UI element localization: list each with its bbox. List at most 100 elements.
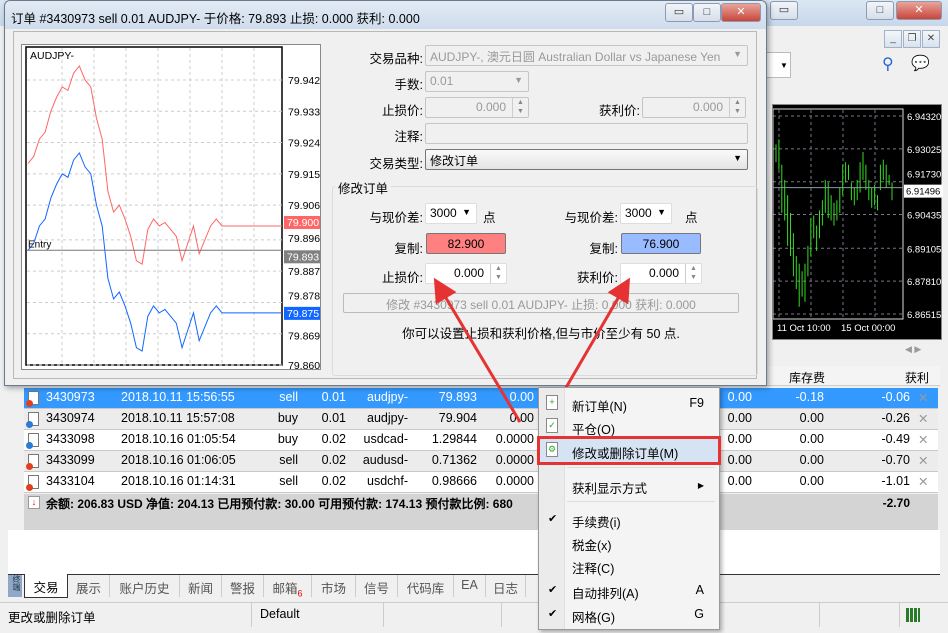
order-symbol: audjpy- (367, 390, 408, 404)
tp-diff-select[interactable]: 3000 ▼ (620, 203, 672, 224)
order-type: buy (277, 411, 298, 425)
menu-item-6[interactable]: 注释(C) (540, 554, 718, 577)
chevron-down-icon: ▼ (780, 61, 788, 70)
chart-close-button[interactable]: ✕ (922, 30, 940, 48)
menu-item-8[interactable]: ✔ 网格(G) G (540, 603, 718, 626)
connection-status-icon[interactable] (906, 608, 920, 622)
order-swap: 0.00 (799, 432, 824, 446)
order-icon (26, 454, 39, 470)
order-row[interactable]: 3430973 2018.10.11 15:56:55 sell 0.01 au… (24, 388, 938, 409)
close-order-icon: ✓ (546, 418, 558, 433)
terminal-close-button[interactable]: ✕ (896, 1, 942, 20)
modify-order-button[interactable]: 修改 #3430973 sell 0.01 AUDJPY- 止损: 0.000 … (343, 293, 739, 313)
order-symbol: audjpy- (367, 411, 408, 425)
order-row[interactable]: 3433104 2018.10.16 01:14:31 sell 0.02 us… (24, 472, 938, 493)
price-label: 6.89105 (907, 244, 941, 255)
tab-6[interactable]: 市场 (312, 575, 356, 597)
close-order-icon[interactable]: ✕ (918, 412, 929, 426)
symbol-value: AUDJPY-, 澳元日圆 Australian Dollar vs Japan… (430, 50, 721, 64)
plot-frame (772, 108, 904, 320)
sl-copy-label: 复制: (394, 242, 423, 256)
dialog-close-button[interactable]: ✕ (721, 3, 761, 22)
tab-9[interactable]: EA (454, 575, 486, 597)
tab-1[interactable]: 展示 (68, 575, 110, 597)
chat-icon[interactable]: 💬 (911, 55, 930, 72)
order-row[interactable]: 3430974 2018.10.11 15:57:08 buy 0.01 aud… (24, 409, 938, 430)
tab-0[interactable]: 交易 (24, 574, 68, 598)
close-order-icon[interactable]: ✕ (918, 454, 929, 468)
menu-item-label: 自动排列(A) (572, 587, 639, 601)
order-profit: -1.01 (881, 474, 911, 488)
tab-4[interactable]: 警报 (222, 575, 264, 597)
scroll-arrows[interactable]: ◀ ▶ (905, 344, 922, 354)
chart-minimize-button[interactable]: _ (884, 30, 902, 48)
tab-10[interactable]: 日志 (486, 575, 526, 597)
modify-tp-label: 获利价: (577, 271, 618, 285)
order-symbol: audusd- (362, 453, 408, 467)
take-profit-input-disabled[interactable]: 0.000 ▲ ▼ (642, 97, 746, 118)
tab-2[interactable]: 账户历史 (110, 575, 180, 597)
tab-7[interactable]: 信号 (356, 575, 398, 597)
menu-item-1[interactable]: ✓ 平仓(O) (540, 415, 718, 438)
order-row[interactable]: 3433099 2018.10.16 01:06:05 sell 0.02 au… (24, 451, 938, 472)
menu-item-3[interactable]: 获利显示方式 ▶ (540, 474, 718, 497)
modify-stop-loss-input[interactable]: 0.000 ▲ ▼ (425, 263, 507, 284)
modify-take-profit-input[interactable]: 0.000 ▲ ▼ (620, 263, 702, 284)
tab-5[interactable]: 邮箱6 (264, 575, 312, 599)
context-menu: + 新订单(N) F9 ✓ 平仓(O) ⚙ 修改或删除订单(M) 获利显示方式 … (537, 387, 721, 630)
tab-8[interactable]: 代码库 (398, 575, 454, 597)
dialog-maximize-button[interactable]: □ (693, 3, 721, 22)
spin-buttons[interactable]: ▲ ▼ (685, 264, 701, 283)
column-profit[interactable]: 获利 (905, 371, 930, 385)
ask-tag-text: 79.900 (287, 217, 319, 229)
menu-item-2[interactable]: ⚙ 修改或删除订单(M) (537, 436, 721, 465)
close-order-icon[interactable]: ✕ (918, 475, 929, 489)
dialog-minimize-button[interactable]: ▭ (665, 3, 693, 22)
comment-input[interactable] (425, 123, 748, 144)
tab-3[interactable]: 新闻 (180, 575, 222, 597)
sl-diff-select[interactable]: 3000 ▼ (425, 203, 477, 224)
spin-buttons[interactable]: ▲ ▼ (729, 98, 745, 117)
search-icon[interactable]: ⚲ (882, 56, 894, 73)
menu-item-0[interactable]: + 新订单(N) F9 (540, 392, 718, 415)
order-type-select[interactable]: 修改订单 ▼ (425, 149, 748, 170)
column-swap[interactable]: 库存费 (789, 371, 826, 385)
volume-value: 0.01 (430, 74, 454, 88)
copy-stop-loss-button[interactable]: 82.900 (426, 233, 506, 254)
current-price-text: 6.91496 (906, 187, 940, 198)
menu-item-label: 修改或删除订单(M) (572, 447, 679, 461)
order-profit: -0.06 (881, 390, 911, 404)
bid-tag (284, 306, 320, 320)
price-label: 6.91730 (907, 170, 941, 181)
stop-loss-input-disabled[interactable]: 0.000 ▲ ▼ (425, 97, 529, 118)
order-dialog: 订单 #3430973 sell 0.01 AUDJPY- 于价格: 79.89… (4, 0, 767, 386)
price-label: 79.942 (288, 75, 320, 87)
menu-item-5[interactable]: 税金(x) (540, 531, 718, 554)
symbol-select[interactable]: AUDJPY-, 澳元日圆 Australian Dollar vs Japan… (425, 45, 748, 66)
volume-select[interactable]: 0.01 ▼ (425, 71, 529, 92)
order-profit: -0.49 (881, 432, 911, 446)
spin-buttons[interactable]: ▲ ▼ (490, 264, 506, 283)
background-price-chart: 6.94320 6.93025 6.91730 6.90435 6.89105 6.878… (772, 104, 943, 340)
order-type: sell (279, 453, 298, 467)
close-order-icon[interactable]: ✕ (918, 433, 929, 447)
spin-buttons[interactable]: ▲ ▼ (512, 98, 528, 117)
price-label: 6.86515 (907, 310, 941, 321)
ask-price-line (27, 65, 282, 266)
menu-item-4[interactable]: ✔ 手续费(i) (540, 508, 718, 531)
terminal-maximize-button[interactable]: □ (866, 1, 894, 20)
menu-item-7[interactable]: ✔ 自动排列(A) A (540, 579, 718, 602)
close-order-icon[interactable]: ✕ (918, 391, 929, 405)
order-row[interactable]: 3433098 2018.10.16 01:05:54 buy 0.02 usd… (24, 430, 938, 451)
dialog-title-bar: 订单 #3430973 sell 0.01 AUDJPY- 于价格: 79.89… (5, 1, 766, 29)
order-time: 2018.10.16 01:05:54 (121, 432, 236, 446)
terminal-minimize-button[interactable]: ▭ (770, 1, 798, 20)
toolbar-dropdown[interactable]: ▼ (765, 52, 791, 78)
copy-take-profit-button[interactable]: 76.900 (621, 233, 701, 254)
chart-restore-button[interactable]: ❐ (903, 30, 921, 48)
sl-points-label: 点 (483, 211, 496, 225)
tp-points-label: 点 (685, 211, 698, 225)
tab-label: 账户历史 (119, 582, 170, 596)
modify-sl-label: 止损价: (382, 271, 423, 285)
plot-frame (25, 46, 283, 366)
